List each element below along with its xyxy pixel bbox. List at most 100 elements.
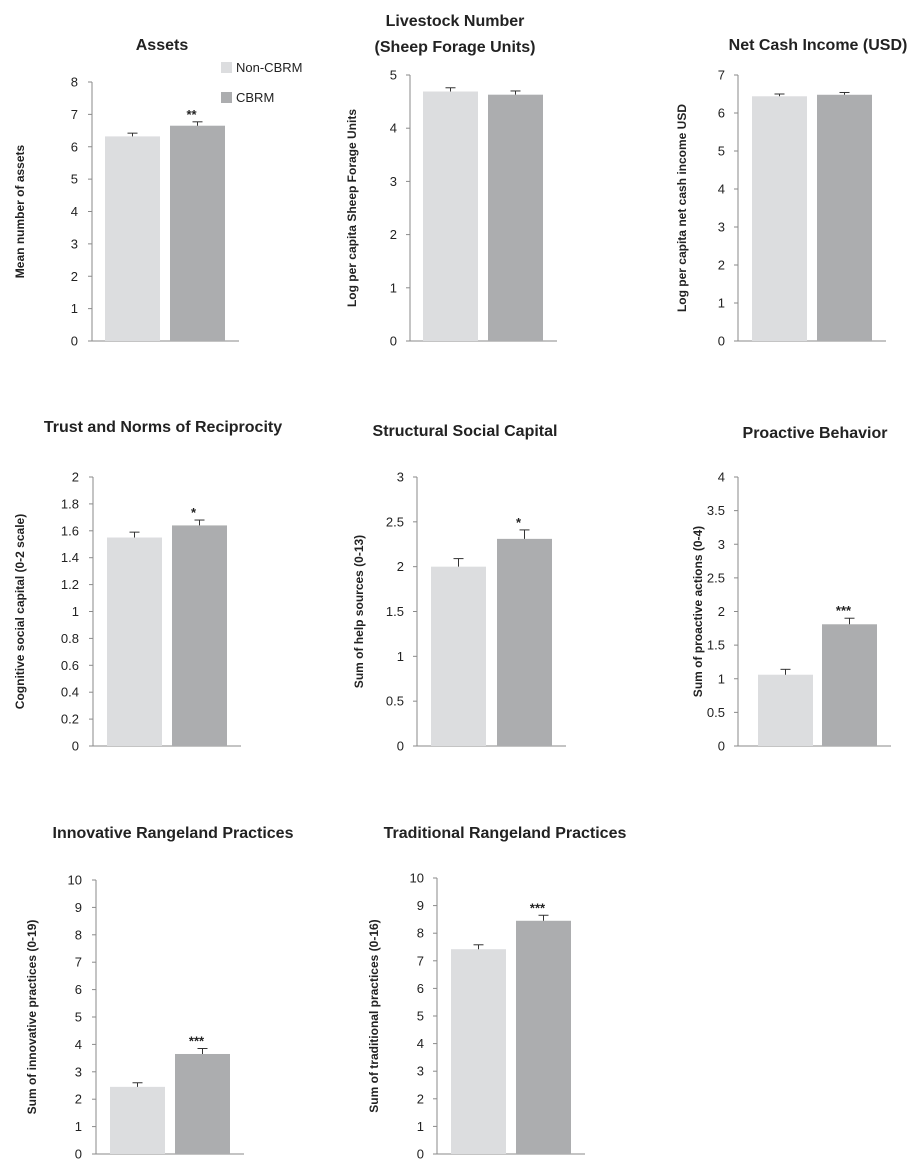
chart-title: Livestock Number	[386, 13, 525, 30]
chart-panel: Structural Social Capital Sum of help sou…	[352, 423, 566, 754]
y-axis-label: Sum of traditional practices (0-16)	[367, 919, 381, 1112]
bar-non-cbrm	[758, 674, 813, 746]
legend-swatch-non-cbrm	[221, 62, 232, 73]
y-tick-label: 4	[718, 182, 725, 197]
y-tick-label: 4	[417, 1036, 424, 1051]
y-tick-label: 1	[72, 604, 79, 619]
y-axis-label: Sum of proactive actions (0-4)	[691, 526, 705, 697]
chart-title: Traditional Rangeland Practices	[384, 825, 627, 842]
bar-non-cbrm	[451, 949, 506, 1154]
chart-title: Assets	[136, 37, 189, 54]
y-tick-label: 7	[75, 955, 82, 970]
y-tick-label: 7	[718, 68, 725, 83]
chart-panel: Assets Mean number of assets 0 1 2 3 4 5 6 7 8 **	[13, 37, 239, 349]
y-axis-label: Sum of help sources (0-13)	[352, 535, 366, 688]
bar-cbrm	[488, 94, 543, 342]
y-tick-label: 2	[417, 1091, 424, 1106]
chart-title: Innovative Rangeland Practices	[53, 825, 294, 842]
y-tick-label: 6	[71, 139, 78, 154]
y-tick-label: 3	[718, 220, 725, 235]
y-tick-label: 0	[397, 739, 404, 754]
y-tick-label: 1.5	[707, 638, 725, 653]
y-tick-label: 4	[718, 470, 725, 485]
bar-non-cbrm	[105, 136, 160, 341]
bar-cbrm	[497, 538, 552, 746]
chart-panel: Innovative Rangeland Practices Sum of inn…	[25, 825, 294, 1162]
bar-cbrm	[170, 125, 225, 341]
y-tick-label: 6	[417, 981, 424, 996]
chart-panel: Traditional Rangeland Practices Sum of tr…	[367, 825, 626, 1162]
y-tick-label: 7	[417, 953, 424, 968]
y-tick-label: 0.8	[61, 631, 79, 646]
y-tick-label: 8	[75, 927, 82, 942]
y-tick-label: 8	[417, 926, 424, 941]
y-tick-label: 0	[71, 334, 78, 349]
y-tick-label: 1	[718, 671, 725, 686]
chart-panel: Trust and Norms of Reciprocity Cognitive …	[13, 419, 282, 754]
y-tick-label: 1	[71, 301, 78, 316]
y-tick-label: 4	[71, 204, 78, 219]
y-tick-label: 2	[718, 604, 725, 619]
y-tick-label: 2	[72, 470, 79, 485]
legend-label-non-cbrm: Non-CBRM	[236, 60, 302, 75]
y-tick-label: 1	[75, 1119, 82, 1134]
y-tick-label: 3	[75, 1064, 82, 1079]
y-tick-label: 3.5	[707, 503, 725, 518]
significance-marker: ***	[836, 603, 852, 618]
y-tick-label: 1.5	[386, 604, 404, 619]
chart-panel: Net Cash Income (USD) Log per capita net …	[675, 37, 907, 349]
y-tick-label: 3	[718, 537, 725, 552]
chart-title: Net Cash Income (USD)	[729, 37, 908, 54]
y-tick-label: 2	[390, 227, 397, 242]
y-tick-label: 10	[68, 873, 82, 888]
y-tick-label: 5	[390, 68, 397, 83]
y-tick-label: 4	[75, 1037, 82, 1052]
significance-marker: ***	[530, 900, 546, 915]
y-tick-label: 2	[75, 1092, 82, 1107]
y-tick-label: 9	[417, 898, 424, 913]
y-tick-label: 1.4	[61, 550, 79, 565]
y-axis-label: Mean number of assets	[13, 144, 27, 278]
bar-non-cbrm	[110, 1086, 165, 1154]
y-axis-label: Cognitive social capital (0-2 scale)	[13, 514, 27, 709]
y-tick-label: 0	[390, 334, 397, 349]
y-tick-label: 0.5	[707, 705, 725, 720]
bar-cbrm	[516, 920, 571, 1154]
y-tick-label: 2	[397, 559, 404, 574]
y-tick-label: 3	[390, 174, 397, 189]
legend: Non-CBRM CBRM	[221, 60, 302, 105]
y-tick-label: 1	[397, 649, 404, 664]
y-tick-label: 2.5	[386, 514, 404, 529]
bar-non-cbrm	[107, 537, 162, 746]
y-tick-label: 0.5	[386, 694, 404, 709]
y-axis-label: Log per capita Sheep Forage Units	[345, 109, 359, 307]
y-tick-label: 3	[71, 236, 78, 251]
chart-title: Proactive Behavior	[743, 425, 888, 442]
significance-marker: **	[186, 107, 197, 122]
y-tick-label: 0.4	[61, 685, 79, 700]
y-tick-label: 0	[75, 1147, 82, 1162]
bar-non-cbrm	[423, 91, 478, 341]
y-tick-label: 2	[718, 258, 725, 273]
significance-marker: ***	[189, 1034, 205, 1049]
y-tick-label: 5	[71, 172, 78, 187]
y-tick-label: 0.6	[61, 658, 79, 673]
significance-marker: *	[191, 505, 197, 520]
bar-cbrm	[822, 624, 877, 746]
chart-panel: Proactive Behavior Sum of proactive actio…	[691, 425, 891, 754]
legend-label-cbrm: CBRM	[236, 90, 274, 105]
y-tick-label: 1	[718, 296, 725, 311]
y-tick-label: 8	[71, 75, 78, 90]
y-tick-label: 1.2	[61, 577, 79, 592]
y-tick-label: 0.2	[61, 712, 79, 727]
y-tick-label: 0	[417, 1147, 424, 1162]
y-tick-label: 5	[417, 1009, 424, 1024]
y-tick-label: 5	[75, 1010, 82, 1025]
y-tick-label: 7	[71, 107, 78, 122]
y-tick-label: 0	[718, 739, 725, 754]
y-tick-label: 1.8	[61, 496, 79, 511]
bar-cbrm	[172, 525, 227, 746]
chart-title: (Sheep Forage Units)	[375, 39, 536, 56]
y-tick-label: 6	[75, 982, 82, 997]
